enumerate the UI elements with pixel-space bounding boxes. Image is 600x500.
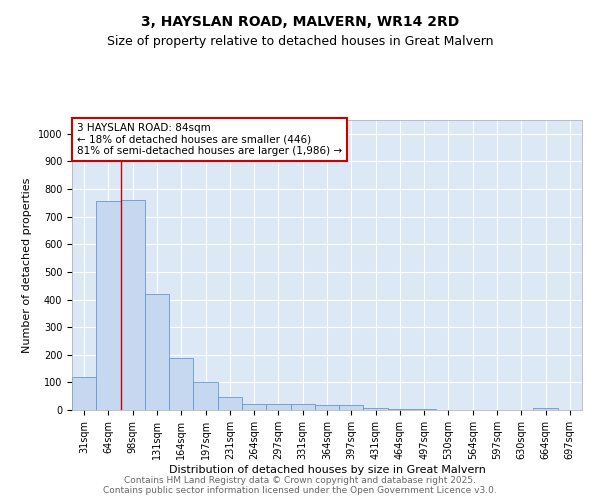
Bar: [290, 404, 315, 410]
Bar: [218, 396, 242, 410]
Bar: [315, 405, 339, 410]
Bar: [193, 382, 218, 410]
Bar: [339, 405, 364, 410]
Bar: [145, 294, 169, 410]
Bar: [169, 358, 193, 410]
X-axis label: Distribution of detached houses by size in Great Malvern: Distribution of detached houses by size …: [169, 464, 485, 474]
Bar: [266, 404, 290, 410]
Bar: [121, 200, 145, 410]
Bar: [364, 408, 388, 410]
Bar: [388, 409, 412, 410]
Bar: [242, 404, 266, 410]
Bar: [96, 200, 121, 410]
Text: 3 HAYSLAN ROAD: 84sqm
← 18% of detached houses are smaller (446)
81% of semi-det: 3 HAYSLAN ROAD: 84sqm ← 18% of detached …: [77, 123, 342, 156]
Bar: [533, 408, 558, 410]
Text: Contains HM Land Registry data © Crown copyright and database right 2025.
Contai: Contains HM Land Registry data © Crown c…: [103, 476, 497, 495]
Bar: [72, 378, 96, 410]
Y-axis label: Number of detached properties: Number of detached properties: [22, 178, 32, 352]
Text: 3, HAYSLAN ROAD, MALVERN, WR14 2RD: 3, HAYSLAN ROAD, MALVERN, WR14 2RD: [141, 15, 459, 29]
Text: Size of property relative to detached houses in Great Malvern: Size of property relative to detached ho…: [107, 35, 493, 48]
Bar: [412, 409, 436, 410]
